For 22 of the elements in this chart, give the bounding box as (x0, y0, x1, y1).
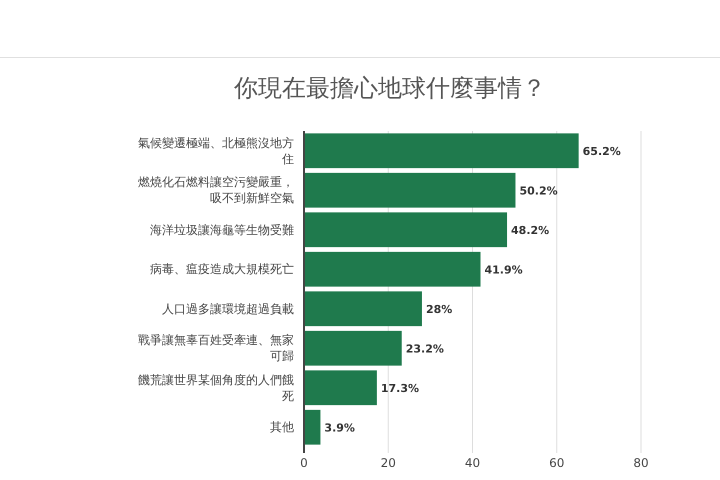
data-label: 41.9% (484, 263, 523, 276)
data-label: 50.2% (519, 184, 558, 198)
y-tick-label: 氣候變遷極端、北極熊沒地方住 (137, 134, 294, 167)
y-tick-label: 人口過多讓環境超過負載 (161, 300, 294, 317)
y-tick-label: 戰爭讓無辜百姓受牽連、無家可歸 (137, 332, 294, 364)
y-tick-label: 海洋垃圾讓海龜等生物受難 (149, 222, 294, 238)
data-label: 3.9% (324, 421, 355, 434)
data-label: 17.3% (380, 382, 420, 395)
title: 你現在最擔心地球什麼事情？ (234, 74, 546, 102)
y-tick-label: 燃燒化石燃料讓空污變嚴重，吸不到新鮮空氣 (137, 174, 294, 206)
x-tick-label: 60 (549, 456, 564, 470)
data-label: 65.2% (582, 144, 621, 158)
x-tick-label: 40 (464, 456, 480, 470)
data-label: 48.2% (511, 224, 550, 237)
y-tick-label: 病毒、瘟疫造成大規模死亡 (149, 261, 294, 278)
y-tick-label: 饑荒讓世界某個角度的人們餓死 (137, 372, 294, 404)
y-tick-label: 其他 (269, 419, 294, 436)
x-tick-label: 0 (300, 456, 308, 470)
x-tick-label: 80 (633, 456, 649, 470)
x-tick-label: 20 (380, 456, 396, 470)
data-label: 23.2% (406, 342, 444, 356)
data-label: 28% (426, 302, 452, 316)
